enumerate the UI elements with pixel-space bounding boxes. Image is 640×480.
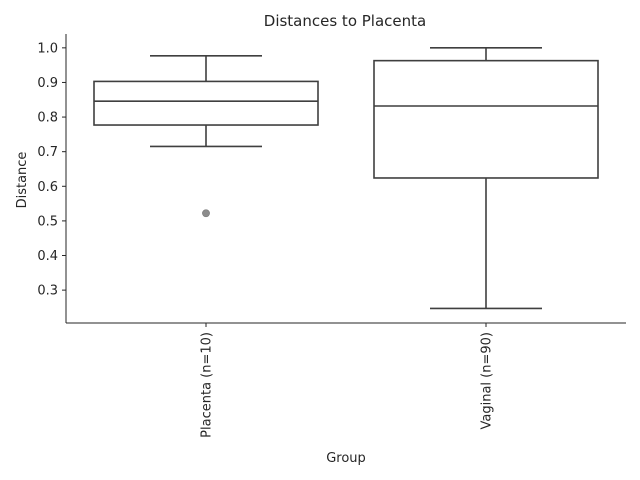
iqr-box (373, 59, 599, 179)
box-1 (93, 55, 319, 218)
outlier-point (202, 209, 210, 218)
x-axis-label: Group (326, 451, 366, 466)
y-tick-label: 0.6 (37, 180, 58, 195)
y-ticks: 0.3 0.4 0.5 0.6 0.7 0.8 0.9 1.0 (37, 41, 66, 299)
plot-area (93, 47, 599, 310)
iqr-box (93, 80, 319, 126)
y-tick-label: 0.9 (37, 76, 58, 91)
y-tick-label: 0.8 (37, 111, 58, 126)
y-tick-label: 0.7 (37, 145, 58, 160)
y-tick-label: 0.5 (37, 214, 58, 229)
x-tick-label: Placenta (n=10) (200, 332, 215, 438)
y-tick-label: 0.3 (37, 284, 58, 299)
x-ticks: Placenta (n=10) Vaginal (n=90) (200, 323, 495, 438)
chart-title: Distances to Placenta (264, 12, 426, 30)
y-tick-label: 1.0 (37, 41, 58, 56)
y-axis-label: Distance (15, 152, 30, 209)
x-tick-label: Vaginal (n=90) (480, 332, 495, 429)
box-2 (373, 47, 599, 310)
y-tick-label: 0.4 (37, 249, 58, 264)
